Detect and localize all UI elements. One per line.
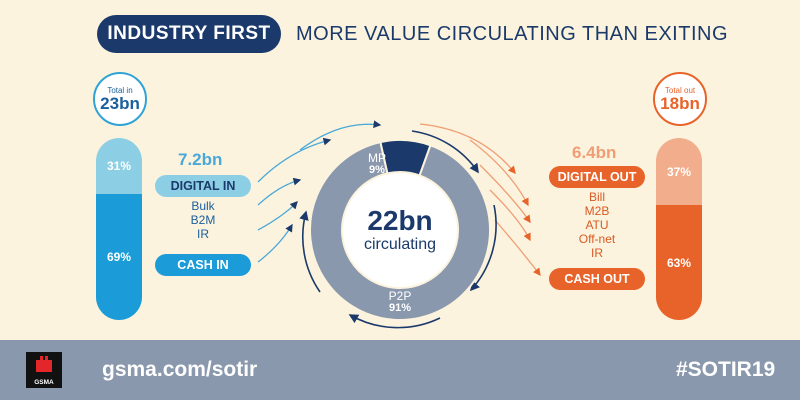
circulation-arrows xyxy=(299,130,497,329)
slice-percent: 9% xyxy=(369,164,385,176)
outflow-arrows xyxy=(419,123,541,277)
outflow-arrow xyxy=(494,219,541,277)
outflow-arrow xyxy=(479,164,531,224)
footer-bar xyxy=(0,340,800,400)
slice-label-p2p: P2P 91% xyxy=(378,290,422,314)
title-badge: INDUSTRY FIRST xyxy=(97,15,281,53)
list-item: ATU xyxy=(585,218,609,232)
list-item: M2B xyxy=(584,204,610,218)
inflow-arrow xyxy=(299,120,382,151)
footer-url[interactable]: gsma.com/sotir xyxy=(102,358,258,381)
footer-hashtag: #SOTIR19 xyxy=(676,358,776,381)
digital-in-amount: 7.2bn xyxy=(178,150,223,169)
gsma-logo: GSMA xyxy=(26,352,62,388)
slice-percent: 91% xyxy=(388,302,412,314)
digital-out-pill: DIGITAL OUT xyxy=(549,166,645,188)
list-item: Bulk xyxy=(191,199,215,213)
digital-in-pill: DIGITAL IN xyxy=(155,175,251,197)
cash-out-pill: CASH OUT xyxy=(549,268,645,290)
circulation-arrow xyxy=(299,210,321,293)
digital-out-amount: 6.4bn xyxy=(572,143,617,162)
total-in-badge: Total in 23bn xyxy=(93,72,147,126)
total-in-label: Total in xyxy=(107,85,133,95)
total-out-value: 18bn xyxy=(660,93,700,113)
slice-label-mp: MP 9% xyxy=(355,152,399,176)
circulating-value: 22bn xyxy=(367,205,433,236)
total-out-label: Total out xyxy=(664,85,696,95)
outflow-bar-cash: 63% xyxy=(656,205,702,320)
logo-text: GSMA xyxy=(34,379,54,386)
inflow-arrows xyxy=(257,120,382,263)
inflow-bar-digital: 31% xyxy=(96,138,142,195)
cash-in-pill: CASH IN xyxy=(155,254,251,276)
donut-hole xyxy=(343,173,457,287)
flow-diagram xyxy=(257,120,541,329)
slice-name: MP xyxy=(368,151,386,165)
inflow-arrow xyxy=(257,177,302,206)
inflow-bar-cash: 69% xyxy=(96,194,142,320)
outflow-bar: 37% 63% xyxy=(656,138,702,320)
list-item: Bill xyxy=(588,190,605,204)
circulating-label: circulating xyxy=(363,236,437,253)
subtitle: MORE VALUE CIRCULATING THAN EXITING xyxy=(296,23,729,45)
list-item: IR xyxy=(197,227,209,241)
digital-in-list: Bulk B2M IR xyxy=(170,199,236,241)
donut-slice-p2p xyxy=(309,140,491,321)
inflow-arrow xyxy=(257,137,332,183)
outflow-arrow xyxy=(489,189,531,242)
donut-center: 22bn circulating xyxy=(330,206,470,254)
digital-out-list: Bill M2B ATU Off-net IR xyxy=(557,190,637,260)
total-in-value: 23bn xyxy=(100,93,140,113)
outflow-arrow xyxy=(469,139,529,207)
list-item: B2M xyxy=(190,213,216,227)
circulation-arrow xyxy=(469,204,497,292)
circulation-arrow xyxy=(411,130,479,174)
slice-name: P2P xyxy=(388,289,412,303)
list-item: Off-net xyxy=(578,232,616,246)
outflow-bar-digital: 37% xyxy=(656,138,702,206)
circulation-arrow xyxy=(348,314,441,329)
inflow-bar: 31% 69% xyxy=(96,138,142,320)
logo-mark-icon xyxy=(36,356,52,372)
list-item: IR xyxy=(591,246,603,260)
inflow-arrow xyxy=(257,201,298,231)
donut-chart xyxy=(309,139,491,321)
outflow-arrow xyxy=(419,123,516,175)
total-out-badge: Total out 18bn xyxy=(653,72,707,126)
inflow-arrow xyxy=(257,223,293,263)
